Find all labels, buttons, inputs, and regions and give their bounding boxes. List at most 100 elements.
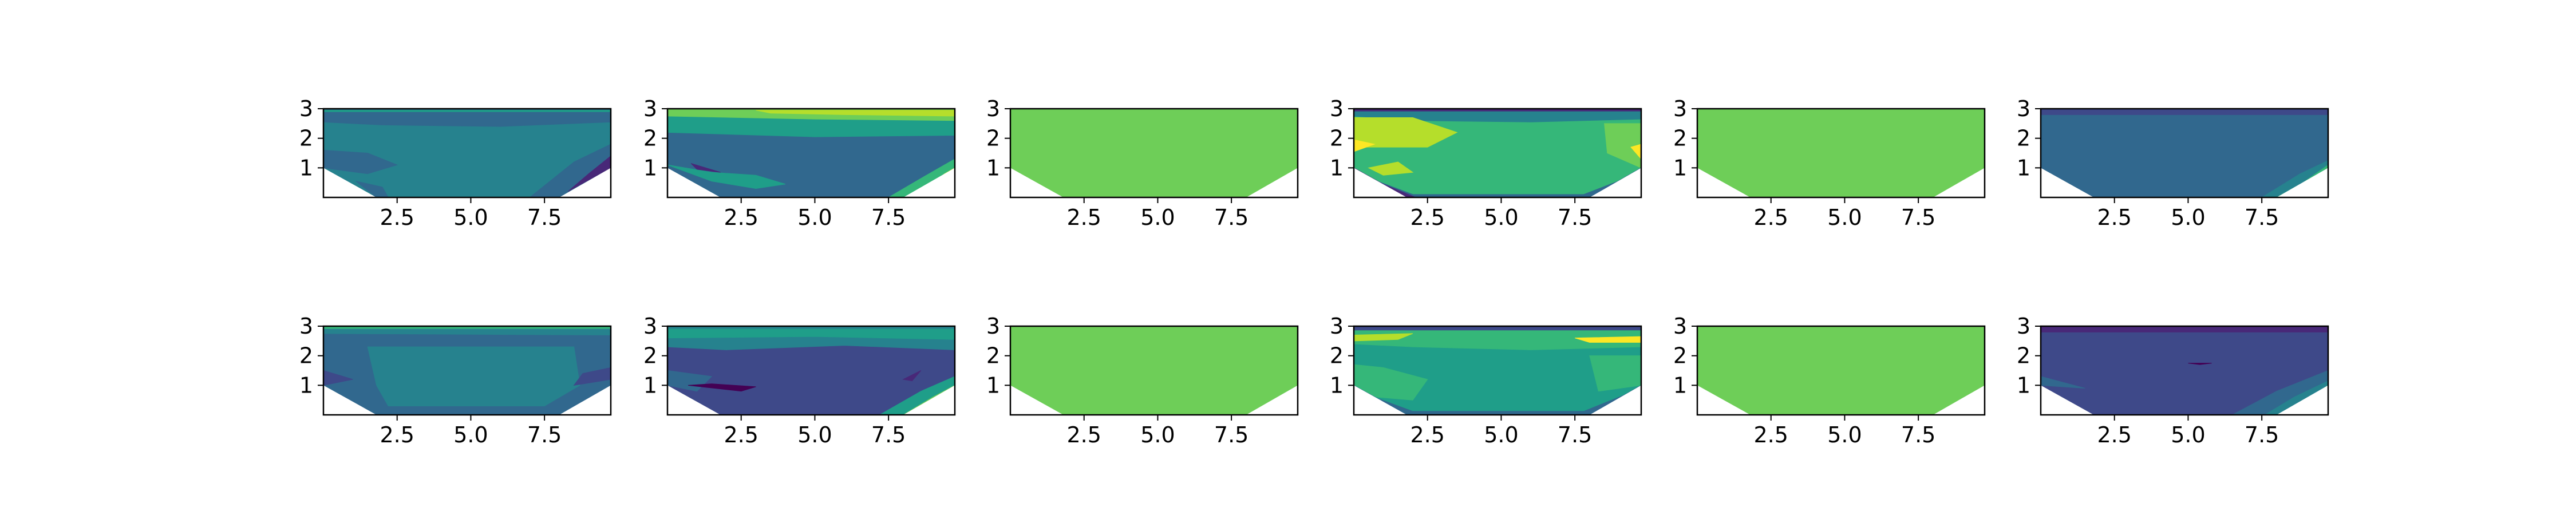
contour-area xyxy=(1697,326,1985,415)
y-tick-label: 2 xyxy=(643,126,657,151)
contour-band-3 xyxy=(529,144,611,197)
x-tick-label: 5.0 xyxy=(2171,205,2205,230)
domain-mask-left xyxy=(323,385,377,415)
y-tick-label: 3 xyxy=(1673,96,1687,121)
contour-area xyxy=(1697,109,1985,197)
contour-area xyxy=(1354,326,1641,415)
axes-frame xyxy=(2040,108,2329,199)
contour-band-3 xyxy=(1575,336,1641,343)
x-tick-label: 7.5 xyxy=(1558,205,1592,230)
contour-band-8 xyxy=(1354,167,1416,197)
contour-area xyxy=(2041,326,2328,415)
axes-frame xyxy=(322,325,612,416)
contour-band-5 xyxy=(1589,355,1641,392)
axes-frame xyxy=(2040,325,2329,416)
domain-mask-right xyxy=(559,168,611,197)
x-tick-label: 5.0 xyxy=(797,205,832,230)
domain-mask-left xyxy=(1354,385,1407,415)
y-tick-label: 2 xyxy=(1330,343,1344,369)
axes-frame xyxy=(322,108,612,199)
contour-base-region xyxy=(1010,326,1298,415)
contour-band-1 xyxy=(667,328,955,340)
y-tick-label: 2 xyxy=(1673,126,1687,151)
y-tick-label: 3 xyxy=(299,314,313,339)
axes-frame xyxy=(666,108,956,199)
domain-mask-left xyxy=(667,385,721,415)
contour-band-6 xyxy=(902,370,922,382)
domain-mask-right xyxy=(2276,385,2328,415)
domain-mask-left xyxy=(667,168,721,197)
x-tick-label: 7.5 xyxy=(2245,205,2279,230)
axes-frame xyxy=(1009,325,1299,416)
domain-mask-right xyxy=(903,168,955,197)
x-tick-label: 5.0 xyxy=(1140,422,1175,447)
domain-mask-left xyxy=(2041,385,2094,415)
x-tick-label: 2.5 xyxy=(1753,205,1788,230)
contour-band-3 xyxy=(688,383,756,392)
contour-band-4 xyxy=(573,367,611,386)
domain-mask-right xyxy=(2276,168,2328,197)
contour-band-5 xyxy=(888,159,955,197)
x-tick-label: 5.0 xyxy=(453,205,488,230)
subplot-r1-c4: 2.5 5.0 7.5 1 2 3 xyxy=(1330,96,1642,230)
contour-base-region xyxy=(1010,109,1298,197)
x-tick-label: 5.0 xyxy=(1827,205,1862,230)
y-tick-label: 1 xyxy=(299,155,313,180)
axes-frame xyxy=(1696,108,1986,199)
x-tick-label: 5.0 xyxy=(2171,422,2205,447)
y-tick-label: 1 xyxy=(986,373,1000,398)
domain-mask-right xyxy=(1589,168,1641,197)
contour-base-region xyxy=(2041,109,2328,197)
y-tick-label: 2 xyxy=(986,343,1000,369)
y-tick-label: 3 xyxy=(299,96,313,121)
y-tick-label: 2 xyxy=(986,126,1000,151)
x-tick-label: 7.5 xyxy=(871,422,906,447)
y-tick-label: 3 xyxy=(986,314,1000,339)
y-tick-label: 1 xyxy=(1673,373,1687,398)
domain-mask-left xyxy=(1354,168,1407,197)
axes-frame xyxy=(666,325,956,416)
x-tick-label: 2.5 xyxy=(2097,422,2131,447)
axes-frame xyxy=(1353,325,1642,416)
contour-band-2 xyxy=(323,328,611,336)
domain-mask-right xyxy=(559,385,611,415)
contour-base-region xyxy=(1697,109,1985,197)
contour-band-1 xyxy=(1354,111,1641,122)
x-tick-label: 5.0 xyxy=(1484,422,1518,447)
contour-base-region xyxy=(323,109,611,197)
axes-frame xyxy=(1696,325,1986,416)
contour-band-0 xyxy=(367,346,580,406)
subplot-r1-c3: 2.5 5.0 7.5 1 2 3 xyxy=(986,96,1299,230)
domain-mask-right xyxy=(1246,385,1298,415)
subplot-grid: 2.5 5.0 7.5 1 2 3 2.5 5.0 7.5 1 2 3 2.5 5.0 7.5 1 2 3 2.5 5… xyxy=(299,96,2329,447)
x-tick-label: 7.5 xyxy=(1214,205,1249,230)
x-tick-label: 7.5 xyxy=(1901,205,1935,230)
y-tick-label: 2 xyxy=(643,343,657,369)
contour-band-2 xyxy=(1354,117,1458,148)
contour-band-1 xyxy=(323,326,611,330)
x-tick-label: 7.5 xyxy=(1214,422,1249,447)
x-tick-label: 2.5 xyxy=(380,205,414,230)
contour-area xyxy=(1010,109,1298,197)
contour-band-4 xyxy=(879,376,955,415)
x-tick-label: 2.5 xyxy=(1066,422,1101,447)
subplot-r2-c2: 2.5 5.0 7.5 1 2 3 xyxy=(643,314,956,447)
subplot-r2-c4: 2.5 5.0 7.5 1 2 3 xyxy=(1330,314,1642,447)
contour-band-4 xyxy=(568,156,611,192)
y-tick-label: 1 xyxy=(1330,373,1344,398)
x-tick-label: 5.0 xyxy=(453,422,488,447)
contour-band-1 xyxy=(2041,376,2085,389)
contour-band-4 xyxy=(690,163,721,173)
y-tick-label: 3 xyxy=(643,96,657,121)
subplot-r1-c2: 2.5 5.0 7.5 1 2 3 xyxy=(643,96,956,230)
y-tick-label: 3 xyxy=(643,314,657,339)
domain-mask-right xyxy=(1589,385,1641,415)
contour-band-0 xyxy=(2041,326,2328,332)
contour-area xyxy=(2041,109,2328,197)
contour-area xyxy=(1010,326,1298,415)
y-tick-label: 1 xyxy=(2017,373,2030,398)
x-tick-label: 7.5 xyxy=(1558,422,1592,447)
contour-band-3 xyxy=(323,370,353,386)
y-tick-label: 2 xyxy=(2017,343,2030,369)
